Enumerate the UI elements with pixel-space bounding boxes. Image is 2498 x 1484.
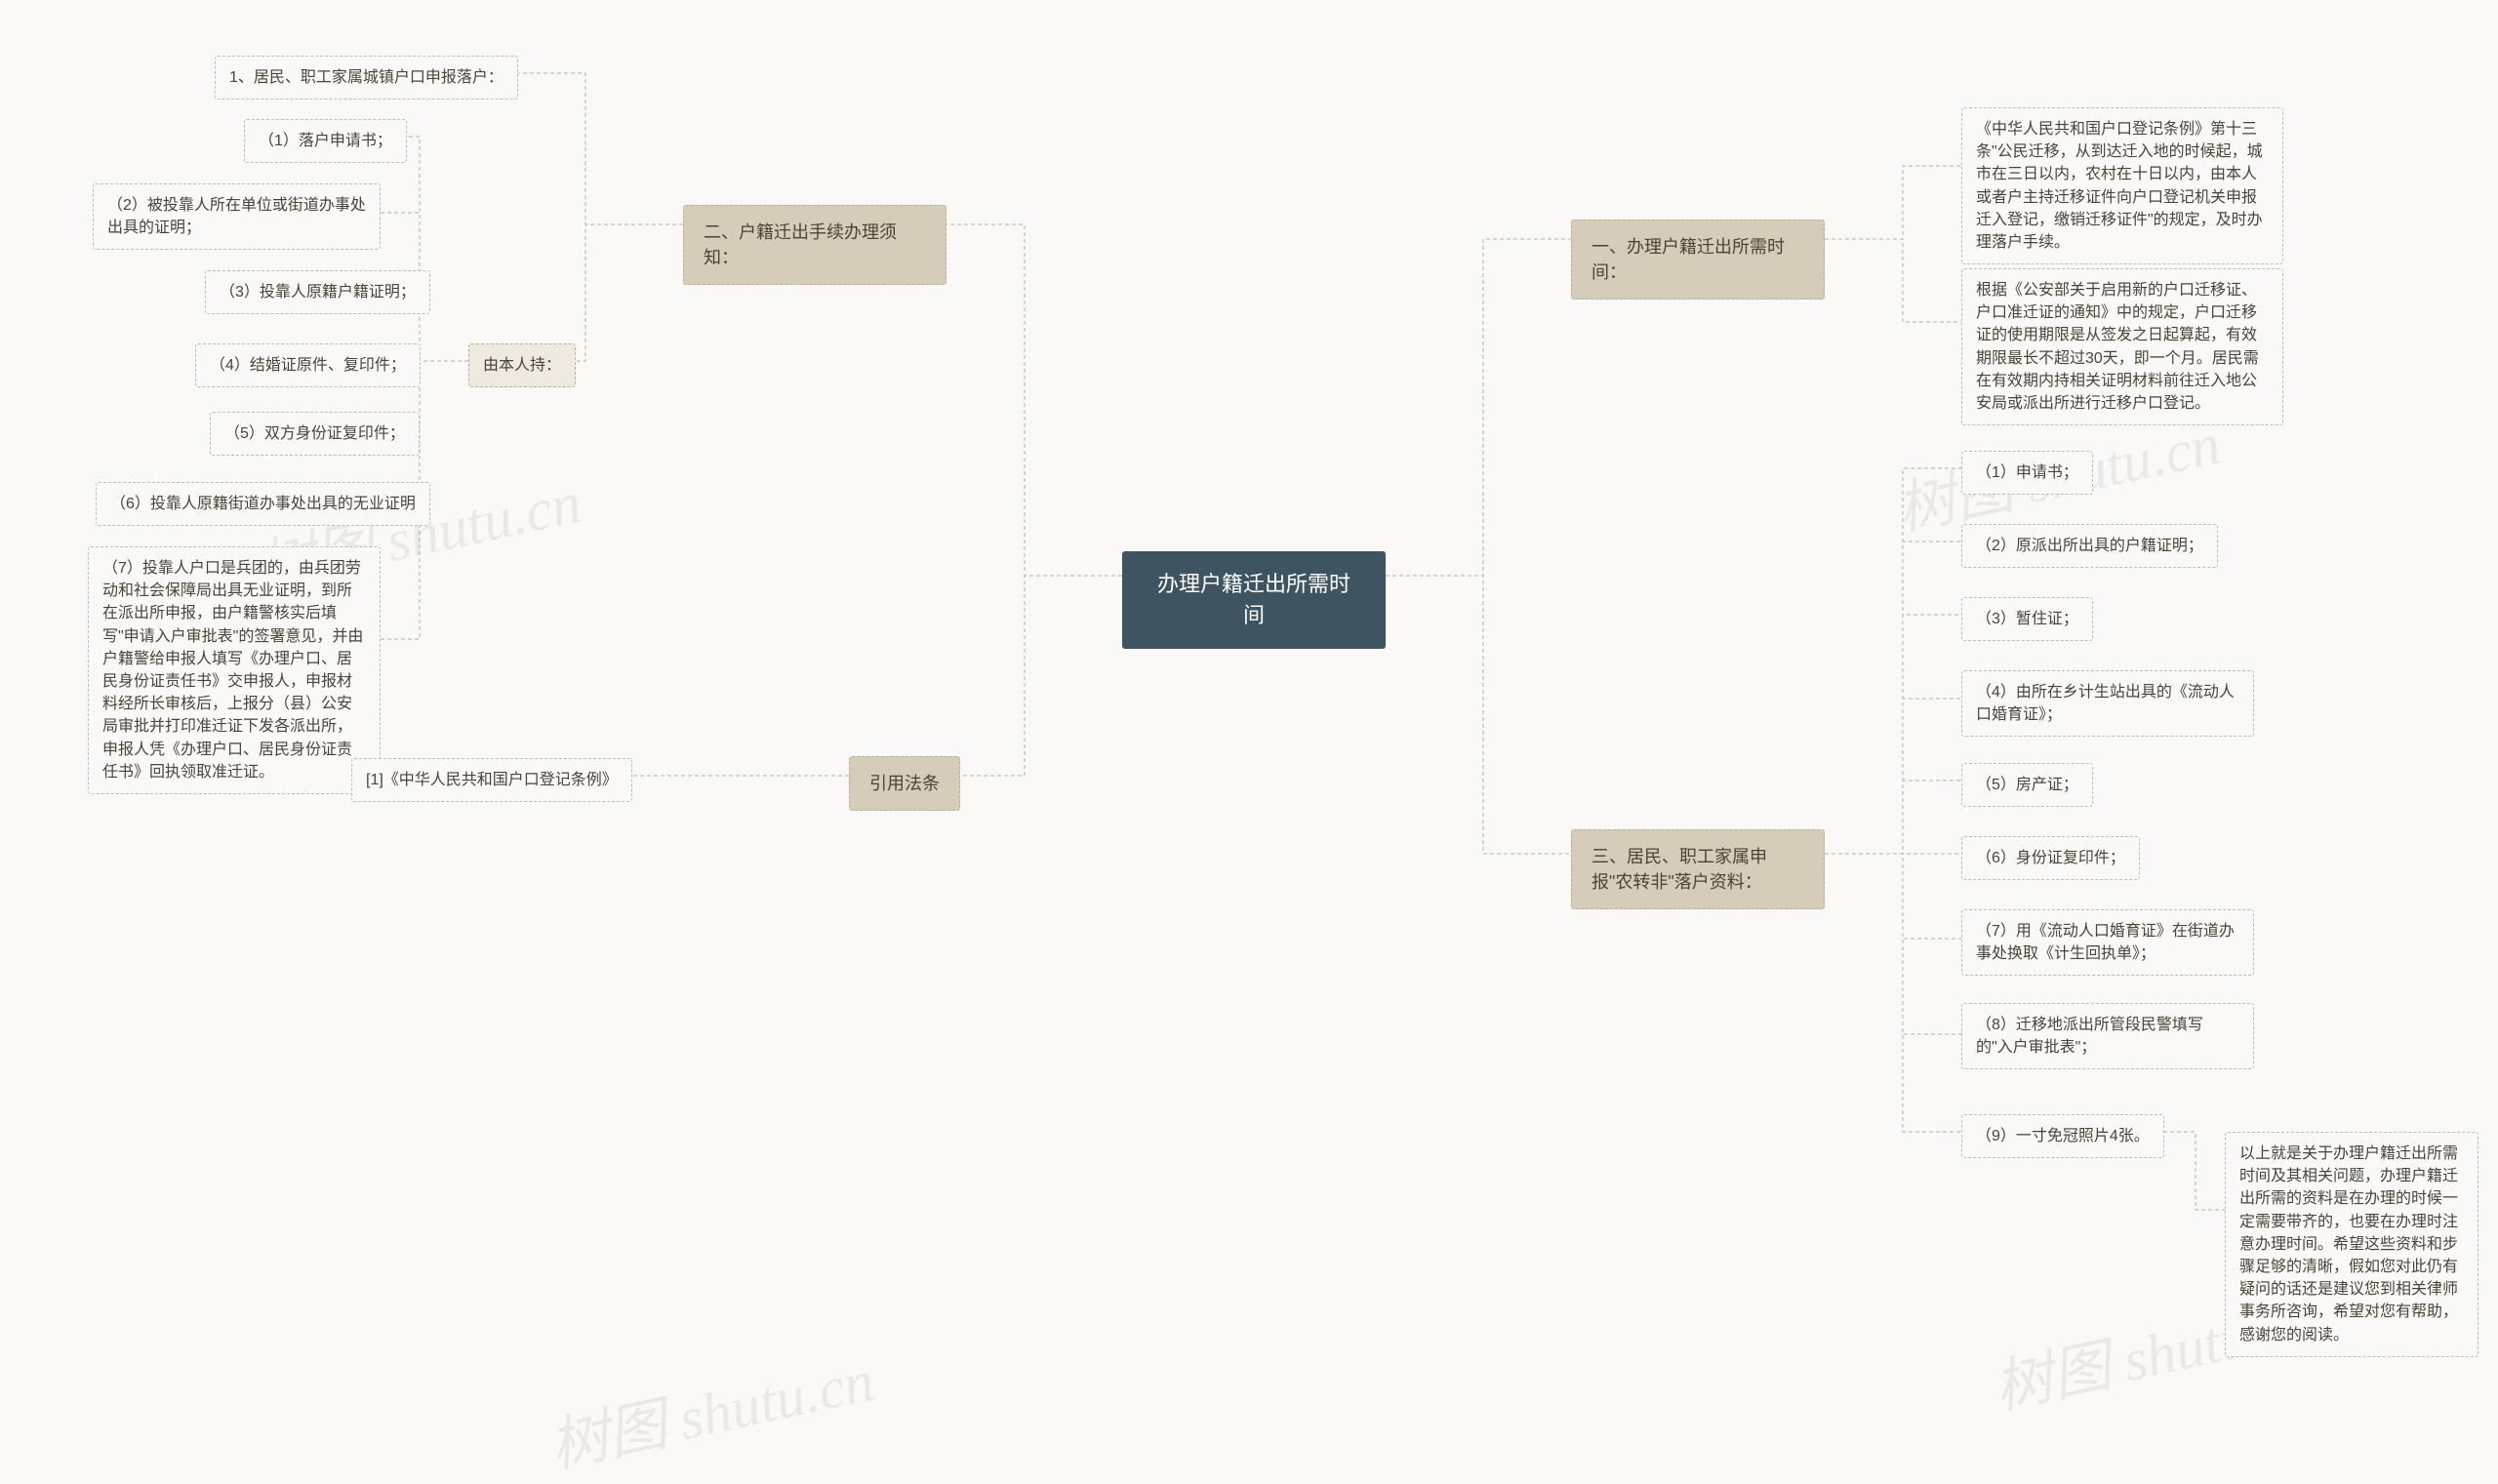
leaf: 《中华人民共和国户口登记条例》第十三条"公民迁移，从到达迁入地的时候起，城市在三…	[1961, 107, 2283, 264]
branch-left-2: 引用法条	[849, 756, 960, 811]
leaf: 根据《公安部关于启用新的户口迁移证、户口准迁证的通知》中的规定，户口迁移证的使用…	[1961, 268, 2283, 425]
leaf: （5）房产证；	[1961, 763, 2093, 807]
leaf: （6）投靠人原籍街道办事处出具的无业证明	[96, 482, 430, 526]
leaf: [1]《中华人民共和国户口登记条例》	[351, 758, 632, 802]
leaf: （2）原派出所出具的户籍证明；	[1961, 524, 2218, 568]
leaf: （3）暂住证；	[1961, 597, 2093, 641]
leaf: （5）双方身份证复印件；	[210, 412, 420, 456]
sub-node: 由本人持：	[468, 343, 576, 387]
leaf: （1）申请书；	[1961, 451, 2093, 495]
leaf: （3）投靠人原籍户籍证明；	[205, 270, 430, 314]
branch-left-1: 二、户籍迁出手续办理须知：	[683, 205, 947, 285]
leaf-note: 以上就是关于办理户籍迁出所需时间及其相关问题，办理户籍迁出所需的资料是在办理的时…	[2225, 1132, 2478, 1357]
watermark: 树图 shutu.cn	[542, 1333, 880, 1484]
branch-right-1: 一、办理户籍迁出所需时间：	[1571, 220, 1825, 300]
leaf: （7）投靠人户口是兵团的，由兵团劳动和社会保障局出具无业证明，到所在派出所申报，…	[88, 546, 381, 794]
leaf: （8）迁移地派出所管段民警填写的"入户审批表"；	[1961, 1003, 2254, 1069]
leaf: （7）用《流动人口婚育证》在街道办事处换取《计生回执单》；	[1961, 909, 2254, 976]
leaf: （9）一寸免冠照片4张。	[1961, 1114, 2164, 1158]
leaf: （4）结婚证原件、复印件；	[195, 343, 421, 387]
leaf: 1、居民、职工家属城镇户口申报落户：	[215, 56, 518, 100]
center-node: 办理户籍迁出所需时间	[1122, 551, 1386, 649]
leaf: （4）由所在乡计生站出具的《流动人口婚育证》；	[1961, 670, 2254, 737]
leaf: （2）被投靠人所在单位或街道办事处出具的证明；	[93, 183, 381, 250]
branch-right-2: 三、居民、职工家属申报"农转非"落户资料：	[1571, 829, 1825, 909]
leaf: （6）身份证复印件；	[1961, 836, 2140, 880]
leaf: （1）落户申请书；	[244, 119, 407, 163]
